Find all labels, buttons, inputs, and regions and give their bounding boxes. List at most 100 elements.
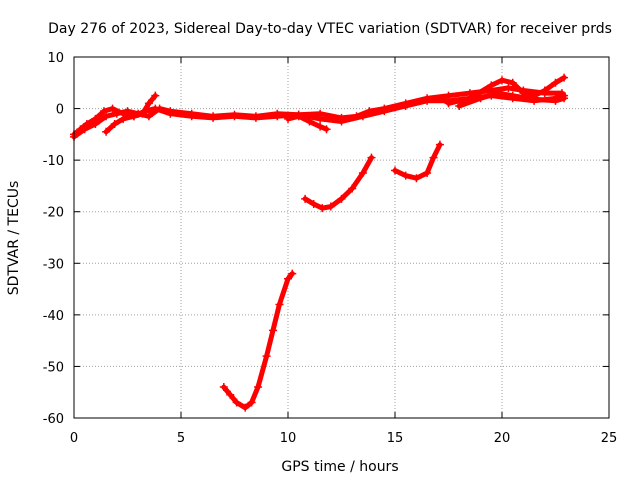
x-tick-label: 25	[601, 431, 618, 446]
y-tick-label: -30	[43, 257, 64, 272]
data-point	[241, 403, 250, 412]
data-point	[476, 94, 485, 103]
data-point	[435, 140, 444, 149]
data-point	[187, 109, 196, 118]
series-line	[446, 75, 567, 106]
data-point	[144, 99, 153, 108]
data-point	[316, 114, 325, 123]
data-point	[262, 352, 271, 361]
data-point	[226, 390, 235, 399]
x-tick-label: 15	[387, 431, 404, 446]
data-point	[493, 89, 502, 98]
y-tick-label: -40	[43, 309, 64, 324]
ticks: 0 5 10 15 20 25 -60 -50 -40 -30 -20 -10 0 10	[43, 51, 618, 446]
data-point	[155, 104, 164, 113]
data-point	[348, 184, 357, 193]
data-point	[254, 383, 263, 392]
data-point	[412, 174, 421, 183]
series	[70, 73, 569, 412]
data-point	[508, 91, 517, 100]
data-point	[455, 101, 464, 110]
data-point	[508, 78, 517, 87]
data-point	[309, 199, 318, 208]
data-point	[273, 109, 282, 118]
data-point	[401, 171, 410, 180]
data-point	[80, 125, 89, 134]
data-point	[391, 166, 399, 175]
y-tick-label: -50	[43, 360, 64, 375]
data-point	[269, 326, 278, 335]
series-line	[392, 142, 443, 181]
data-point	[123, 107, 132, 116]
x-tick-label: 10	[280, 431, 297, 446]
data-point	[551, 78, 560, 87]
data-point	[144, 112, 153, 121]
data-point	[551, 96, 560, 105]
data-point	[108, 104, 117, 113]
data-point	[560, 73, 569, 82]
data-point	[540, 86, 549, 95]
series-track-5	[444, 73, 569, 108]
data-point	[358, 112, 367, 121]
y-axis-label: SDTVAR / TECUs	[6, 181, 22, 296]
data-point	[305, 117, 314, 126]
data-point	[322, 125, 331, 134]
series-track-4	[284, 112, 331, 134]
data-point	[301, 194, 310, 203]
data-point	[423, 169, 432, 178]
series-track-8	[301, 153, 376, 213]
data-point	[337, 117, 346, 126]
data-point	[230, 110, 239, 119]
data-point	[444, 99, 453, 108]
data-point	[423, 96, 432, 105]
data-point	[275, 300, 284, 309]
data-point	[166, 107, 175, 116]
data-point	[429, 153, 438, 162]
data-point	[498, 76, 506, 85]
y-tick-label: 0	[56, 103, 64, 118]
data-point	[316, 122, 325, 131]
data-point	[151, 91, 160, 100]
data-point	[102, 127, 111, 136]
data-point	[487, 81, 496, 90]
data-point	[102, 112, 111, 121]
series-line	[302, 155, 374, 211]
data-point	[358, 169, 367, 178]
y-tick-label: -20	[43, 206, 64, 221]
data-point	[326, 202, 335, 211]
data-point	[129, 112, 138, 121]
data-point	[401, 101, 410, 110]
series-track-7	[219, 269, 297, 412]
x-tick-label: 5	[177, 431, 185, 446]
x-axis-label: GPS time / hours	[281, 459, 398, 475]
data-point	[530, 95, 539, 104]
y-tick-label: -10	[43, 154, 64, 169]
data-point	[288, 269, 297, 278]
data-point	[294, 112, 303, 121]
data-point	[380, 107, 389, 116]
data-point	[138, 109, 147, 118]
y-tick-label: 10	[47, 51, 64, 66]
data-point	[251, 112, 260, 121]
chart-title: Day 276 of 2023, Sidereal Day-to-day VTE…	[48, 21, 612, 37]
y-tick-label: -60	[43, 412, 64, 427]
data-point	[247, 398, 256, 407]
data-point	[110, 120, 119, 129]
series-track-9	[391, 140, 444, 183]
data-point	[318, 204, 327, 213]
data-point	[119, 114, 128, 123]
series-track-3	[102, 91, 160, 136]
series-track-2	[70, 91, 569, 141]
data-point	[91, 120, 100, 129]
x-tick-label: 0	[70, 431, 78, 446]
data-point	[560, 94, 569, 103]
data-point	[367, 153, 376, 162]
x-tick-label: 20	[494, 431, 511, 446]
data-point	[209, 112, 218, 121]
plot-frame	[73, 56, 610, 419]
data-point	[337, 194, 346, 203]
data-point	[232, 398, 241, 407]
data-point	[99, 107, 108, 116]
series-track-6	[455, 89, 569, 110]
